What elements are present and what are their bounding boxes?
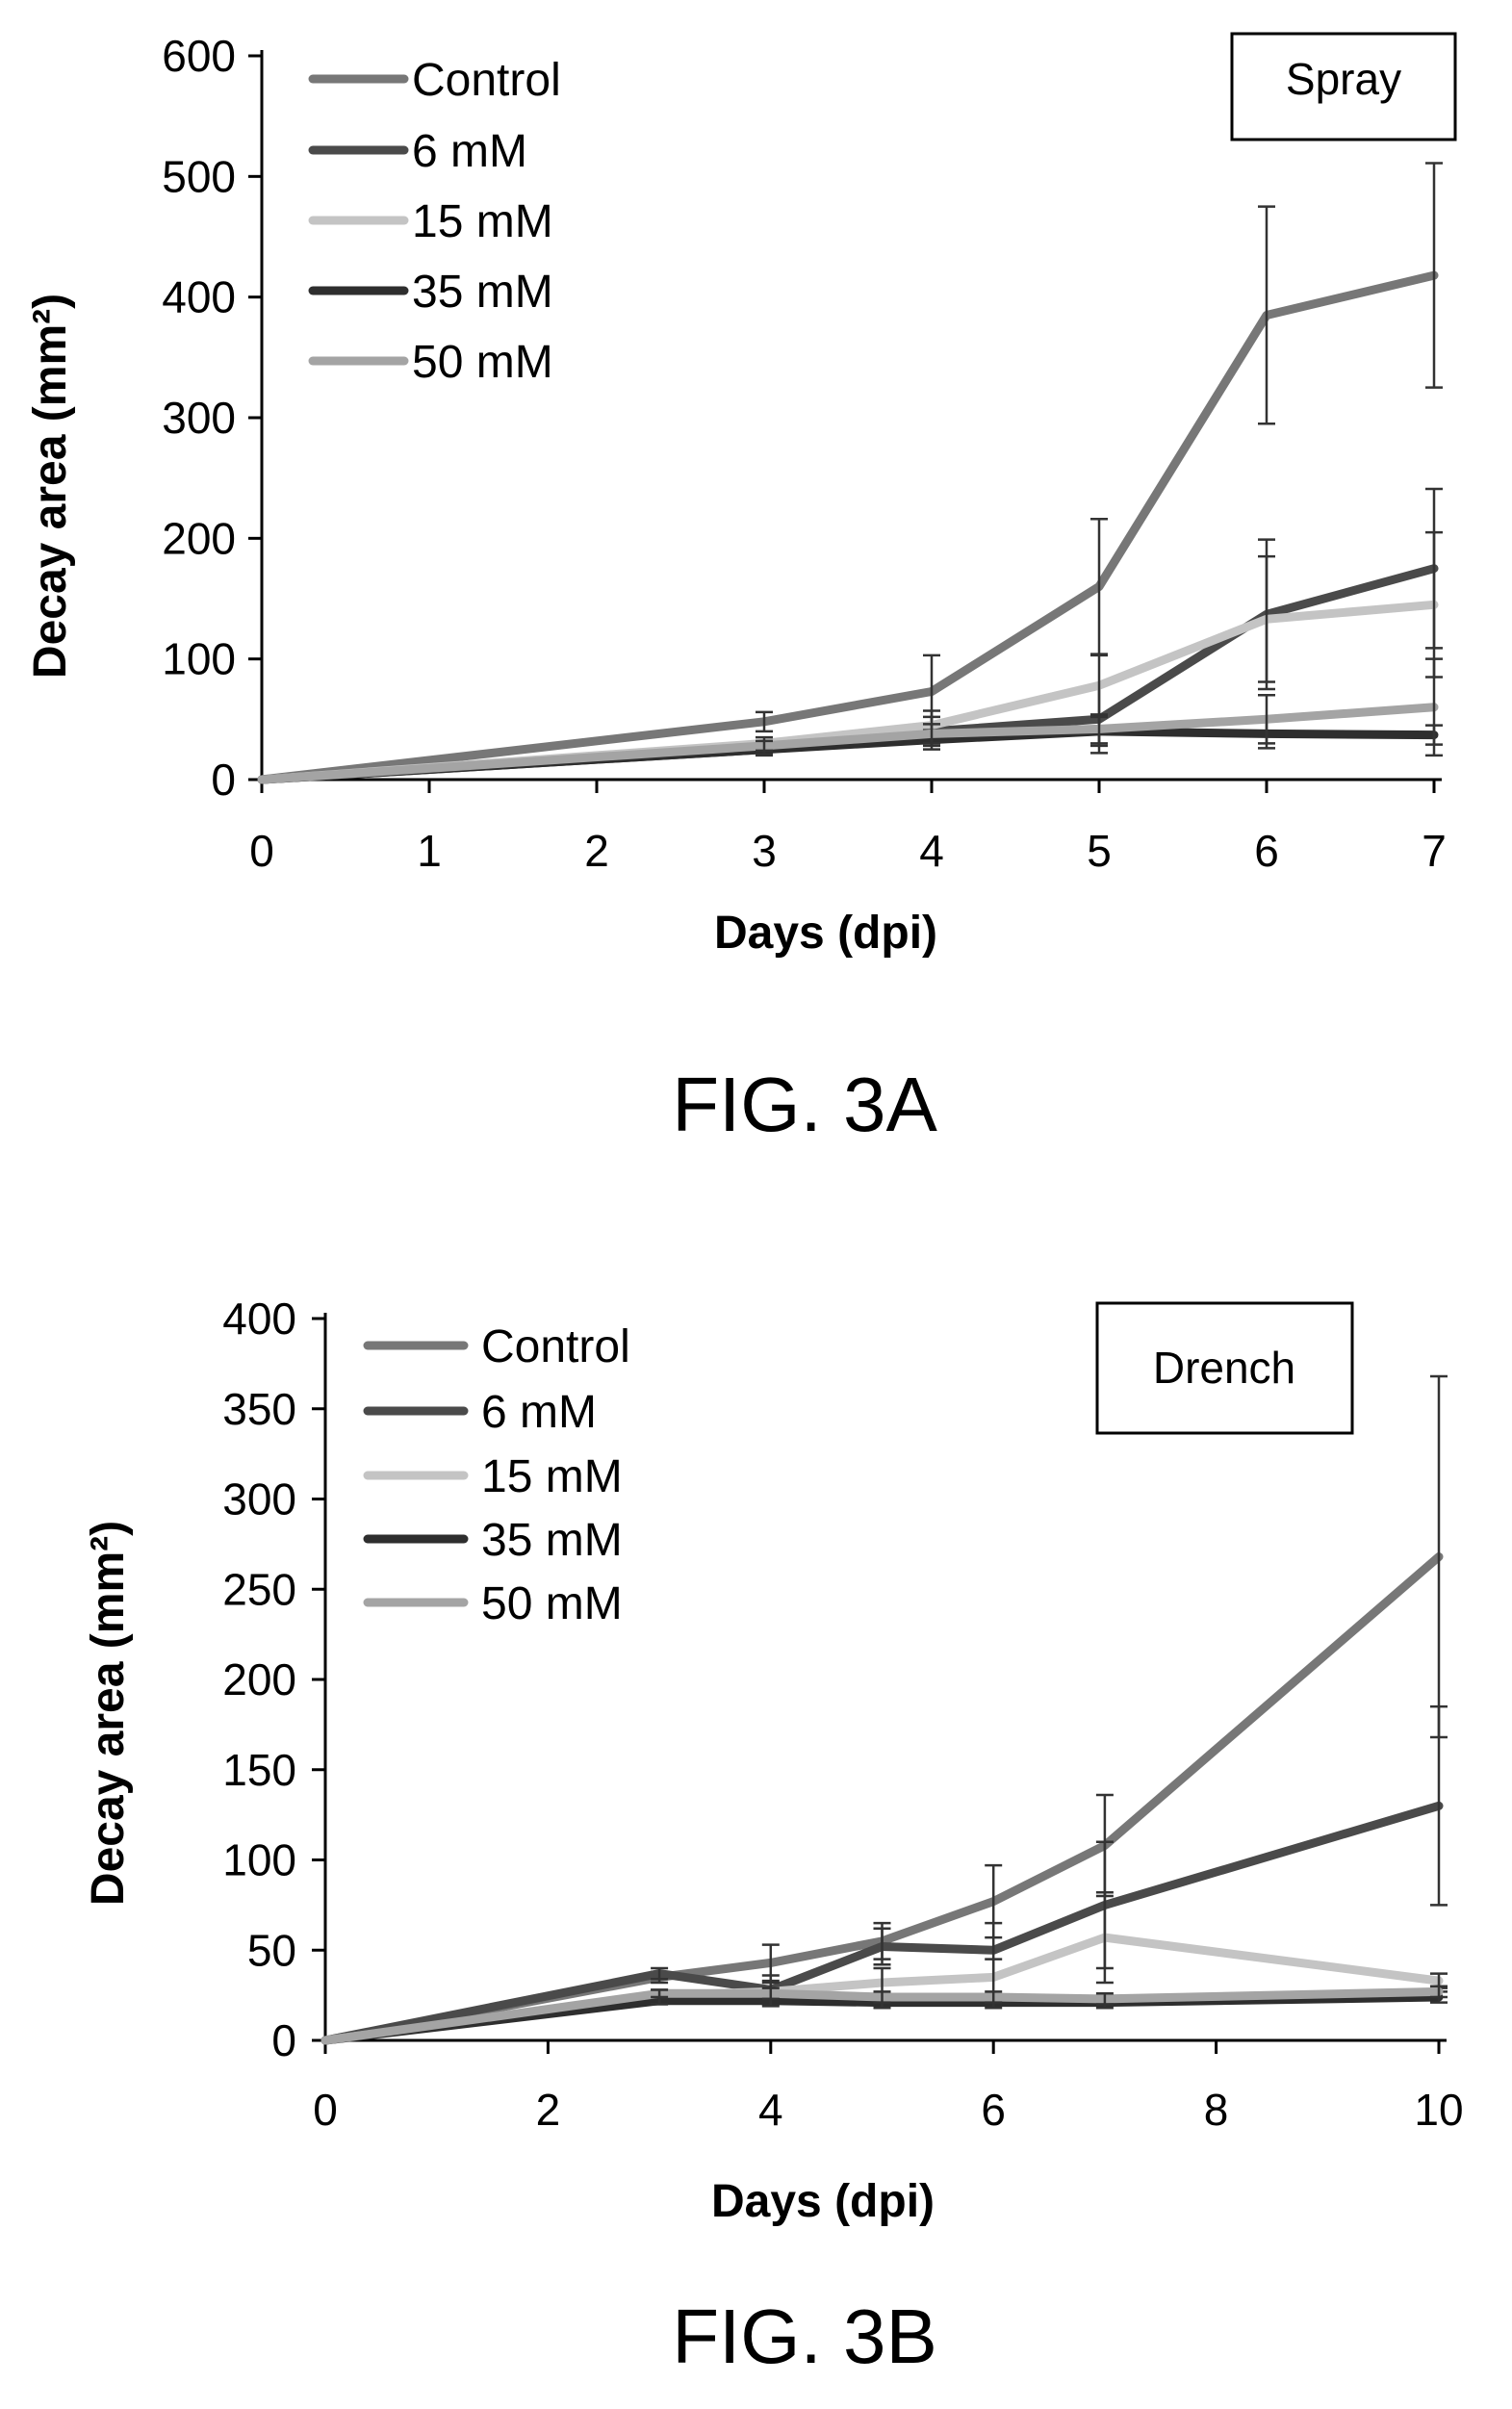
x-tick-label: 6 [1254, 826, 1279, 876]
condition-box-frame [1095, 1301, 1354, 1435]
y-tick-label: 600 [162, 31, 236, 81]
figure-caption: FIG. 3B [672, 2294, 937, 2379]
x-tick-label: 7 [1422, 826, 1447, 876]
x-axis-title: Days (dpi) [711, 2176, 935, 2227]
y-tick-label: 50 [247, 1925, 296, 1975]
legend-label-35mm: 35 mM [481, 1515, 623, 1566]
x-tick-label: 10 [1414, 2085, 1463, 2135]
axes-spray: 0 100 200 300 400 500 600 0 1 2 3 4 5 6 7 [162, 31, 1447, 876]
y-tick-label: 100 [162, 634, 236, 684]
panel-spray: 0 100 200 300 400 500 600 0 1 2 3 4 5 6 7 Control 6 mM… [25, 31, 1457, 1147]
y-tick-label: 0 [211, 755, 236, 805]
figure-caption: FIG. 3A [672, 1062, 937, 1147]
axes-drench: 0 50 100 150 200 250 300 350 400 0 2 4 6 8 10 [222, 1294, 1463, 2135]
x-tick-label: 6 [981, 2085, 1006, 2135]
y-tick-label: 500 [162, 151, 236, 201]
panel-drench: 0 50 100 150 200 250 300 350 400 0 2 4 6 8 10 Control … [83, 1294, 1464, 2379]
x-tick-label: 8 [1204, 2085, 1229, 2135]
condition-box-label: Drench [1153, 1343, 1295, 1393]
condition-box-frame [1230, 32, 1457, 141]
x-tick-label: 4 [758, 2085, 783, 2135]
x-axis-title: Days (dpi) [714, 908, 937, 959]
legend-label-50mm: 50 mM [481, 1578, 623, 1629]
legend-label-35mm: 35 mM [412, 267, 553, 318]
legend-label-50mm: 50 mM [412, 337, 553, 388]
y-axis-title: Decay area (mm²) [83, 1521, 134, 1906]
x-tick-label: 2 [536, 2085, 561, 2135]
y-tick-label: 250 [222, 1564, 296, 1614]
x-tick-label: 2 [584, 826, 609, 876]
y-tick-label: 400 [222, 1294, 296, 1344]
x-tick-label: 3 [752, 826, 777, 876]
x-tick-label: 0 [313, 2085, 338, 2135]
y-tick-label: 0 [271, 2015, 296, 2065]
legend-label-control: Control [412, 55, 561, 106]
y-tick-label: 200 [162, 513, 236, 563]
y-tick-label: 300 [222, 1474, 296, 1525]
legend-label-control: Control [481, 1321, 630, 1372]
y-tick-label: 350 [222, 1384, 296, 1434]
legend-drench: Control 6 mM 15 mM 35 mM 50 mM [363, 1321, 630, 1629]
y-tick-label: 150 [222, 1745, 296, 1795]
x-tick-label: 1 [417, 826, 442, 876]
legend-label-15mm: 15 mM [481, 1451, 623, 1502]
legend-label-6mm: 6 mM [412, 126, 527, 177]
y-tick-label: 100 [222, 1835, 296, 1885]
series-line-15mm [257, 600, 1439, 784]
y-tick-label: 400 [162, 272, 236, 322]
x-tick-label: 0 [249, 826, 274, 876]
x-tick-label: 5 [1087, 826, 1112, 876]
x-tick-label: 4 [919, 826, 944, 876]
y-tick-label: 300 [162, 393, 236, 443]
series-drench [320, 1374, 1448, 2045]
series-line-control [257, 270, 1439, 784]
y-tick-label: 200 [222, 1654, 296, 1704]
condition-box-drench: Drench [1095, 1301, 1354, 1435]
condition-box-spray: Spray [1230, 32, 1457, 141]
series-spray [257, 162, 1443, 784]
legend-label-15mm: 15 mM [412, 196, 553, 247]
legend-spray: Control 6 mM 15 mM 35 mM 50 mM [308, 55, 561, 388]
condition-box-label: Spray [1286, 54, 1401, 104]
y-axis-title: Decay area (mm²) [25, 294, 76, 679]
series-line-50mm [257, 703, 1439, 784]
legend-label-6mm: 6 mM [481, 1387, 597, 1438]
